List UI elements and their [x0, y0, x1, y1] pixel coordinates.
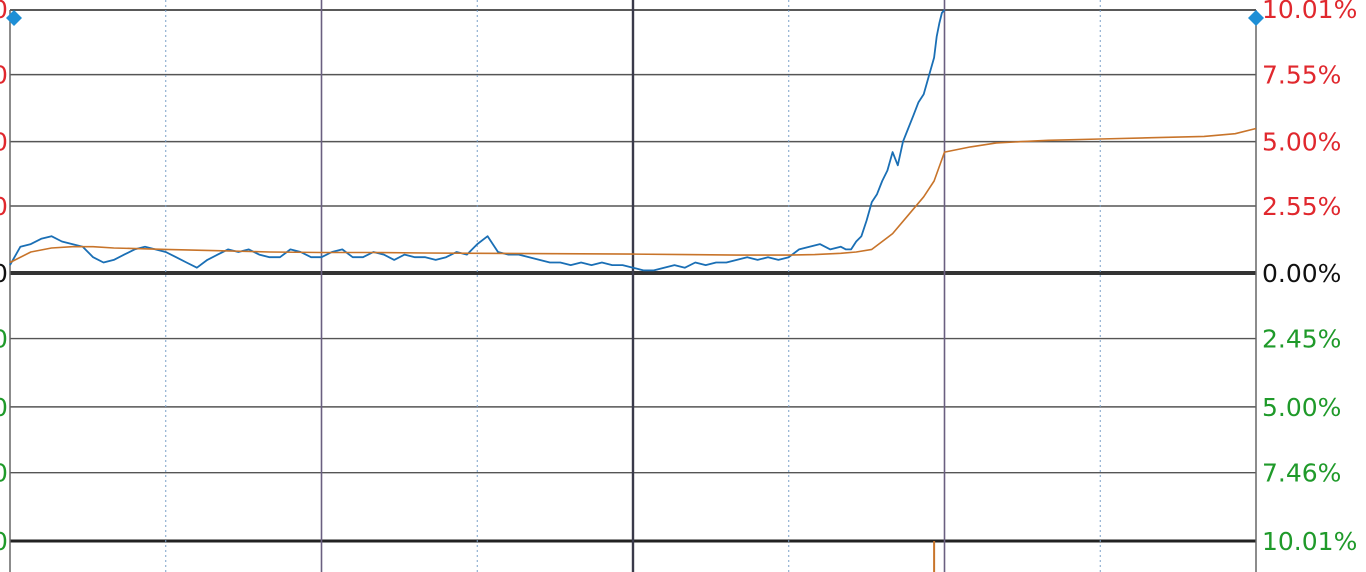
average-price-line — [9, 127, 1257, 264]
right-tick-label: 7.55% — [1262, 61, 1341, 90]
left-tick-label: 0 — [0, 325, 8, 354]
left-tick-label: 0 — [0, 259, 8, 288]
left-tick-label: 0 — [0, 128, 8, 157]
left-diamond-marker — [6, 10, 22, 26]
right-tick-label: 2.55% — [1262, 192, 1341, 221]
gridlines — [9, 0, 1257, 572]
left-tick-label: 0 — [0, 61, 8, 90]
right-diamond-marker — [1248, 10, 1264, 26]
right-tick-label: 7.46% — [1262, 459, 1341, 488]
right-tick-label: 5.00% — [1262, 393, 1341, 422]
chart-markers — [6, 10, 1264, 26]
right-tick-label: 2.45% — [1262, 325, 1341, 354]
left-tick-label: 0 — [0, 459, 8, 488]
left-tick-label: 0 — [0, 0, 8, 24]
right-tick-label: 0.00% — [1262, 259, 1341, 288]
left-tick-label: 0 — [0, 527, 8, 556]
left-tick-label: 0 — [0, 192, 8, 221]
price-series — [9, 9, 1257, 572]
left-tick-label: 0 — [0, 393, 8, 422]
right-tick-label: 10.01% — [1262, 0, 1357, 24]
right-tick-label: 10.01% — [1262, 527, 1357, 556]
price-line — [9, 9, 946, 272]
left-axis-labels: 0 0 0 0 0 0 0 0 0 — [0, 0, 8, 556]
right-tick-label: 5.00% — [1262, 128, 1341, 157]
right-axis-labels: 10.01% 7.55% 5.00% 2.55% 0.00% 2.45% 5.00% 7.46… — [1262, 0, 1357, 556]
